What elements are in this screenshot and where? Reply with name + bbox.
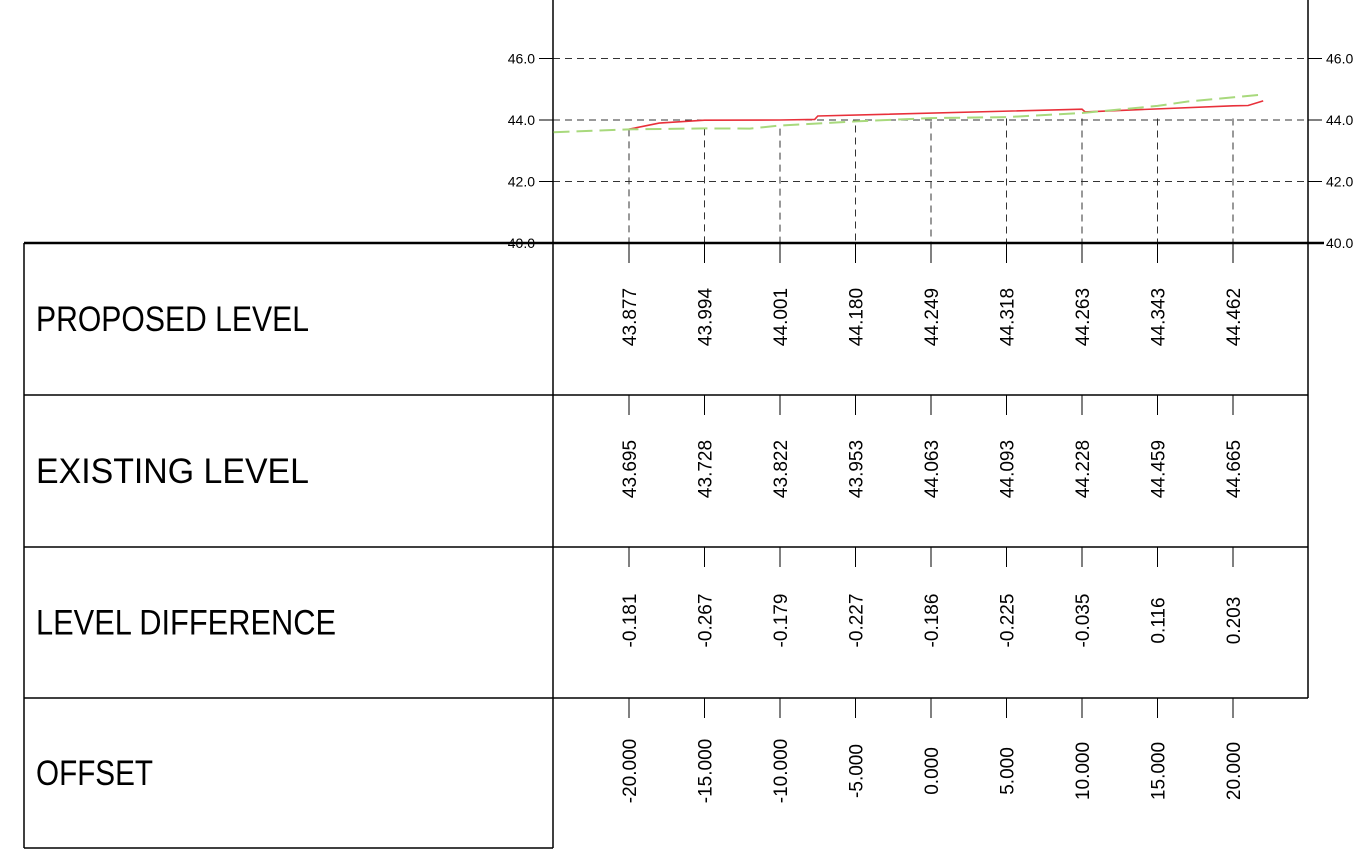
row-value: 43.994 xyxy=(696,288,717,347)
axis-layer: 40.0 40.042.0 42.044.0 44.046.0 46.0 xyxy=(508,51,1354,252)
row-value: 44.459 xyxy=(1149,440,1170,498)
row-value: -5.000 xyxy=(847,744,868,798)
row-value: 44.180 xyxy=(847,288,868,346)
row-value: -0.186 xyxy=(922,594,943,648)
row-value: 44.343 xyxy=(1149,288,1170,346)
row-label: LEVEL DIFFERENCE xyxy=(36,604,336,643)
row-value: 44.318 xyxy=(998,288,1019,346)
row-value: 43.695 xyxy=(620,440,641,498)
y-tick-label-right: 44.0 xyxy=(1326,112,1353,128)
row-value: -20.000 xyxy=(620,739,641,803)
row-value: -10.000 xyxy=(771,739,792,803)
y-tick-label-right: 40.0 xyxy=(1326,235,1353,251)
row-value: 44.263 xyxy=(1073,288,1094,346)
row-label: EXISTING LEVEL xyxy=(36,452,309,491)
row-value: 44.001 xyxy=(771,288,792,346)
y-tick-label-left: 42.0 xyxy=(508,174,535,190)
row-value: 20.000 xyxy=(1224,742,1245,800)
row-value: -0.181 xyxy=(620,594,641,648)
row-value: 44.228 xyxy=(1073,440,1094,498)
row-value: -0.227 xyxy=(847,594,868,648)
row-value: 5.000 xyxy=(998,747,1019,795)
row-value: 43.728 xyxy=(696,440,717,498)
row-value: -0.225 xyxy=(998,594,1019,648)
row-value: 44.063 xyxy=(922,440,943,498)
row-value: 43.953 xyxy=(847,440,868,498)
row-value: -0.267 xyxy=(696,594,717,648)
frame-layer xyxy=(552,0,1309,243)
row-value: 44.093 xyxy=(998,440,1019,498)
row-value: 43.877 xyxy=(620,288,641,346)
series-layer xyxy=(553,93,1264,134)
data-table: PROPOSED LEVEL 43.877 43.994 44.001 44.180 44… xyxy=(23,241,1324,849)
row-value: -0.179 xyxy=(771,594,792,648)
row-value: 0.203 xyxy=(1224,597,1245,645)
y-tick-label-left: 44.0 xyxy=(508,112,535,128)
proposed-level-line xyxy=(628,100,1264,130)
row-value: 0.116 xyxy=(1149,597,1170,643)
row-value: 15.000 xyxy=(1149,742,1170,800)
grid-layer xyxy=(553,58,1308,243)
row-value: -15.000 xyxy=(696,739,717,803)
y-tick-label-left: 46.0 xyxy=(508,51,535,67)
row-value: -0.035 xyxy=(1073,594,1094,648)
y-tick-label-right: 46.0 xyxy=(1326,51,1353,67)
row-label: OFFSET xyxy=(36,754,153,793)
existing-level-line xyxy=(553,93,1264,134)
row-label: PROPOSED LEVEL xyxy=(36,300,309,339)
row-value: 43.822 xyxy=(771,440,792,498)
y-tick-label-right: 42.0 xyxy=(1326,174,1353,190)
row-value: 10.000 xyxy=(1073,742,1094,800)
row-value: 44.249 xyxy=(922,288,943,346)
row-value: 44.462 xyxy=(1224,288,1245,346)
row-value: 44.665 xyxy=(1224,440,1245,498)
row-value: 0.000 xyxy=(922,747,943,795)
